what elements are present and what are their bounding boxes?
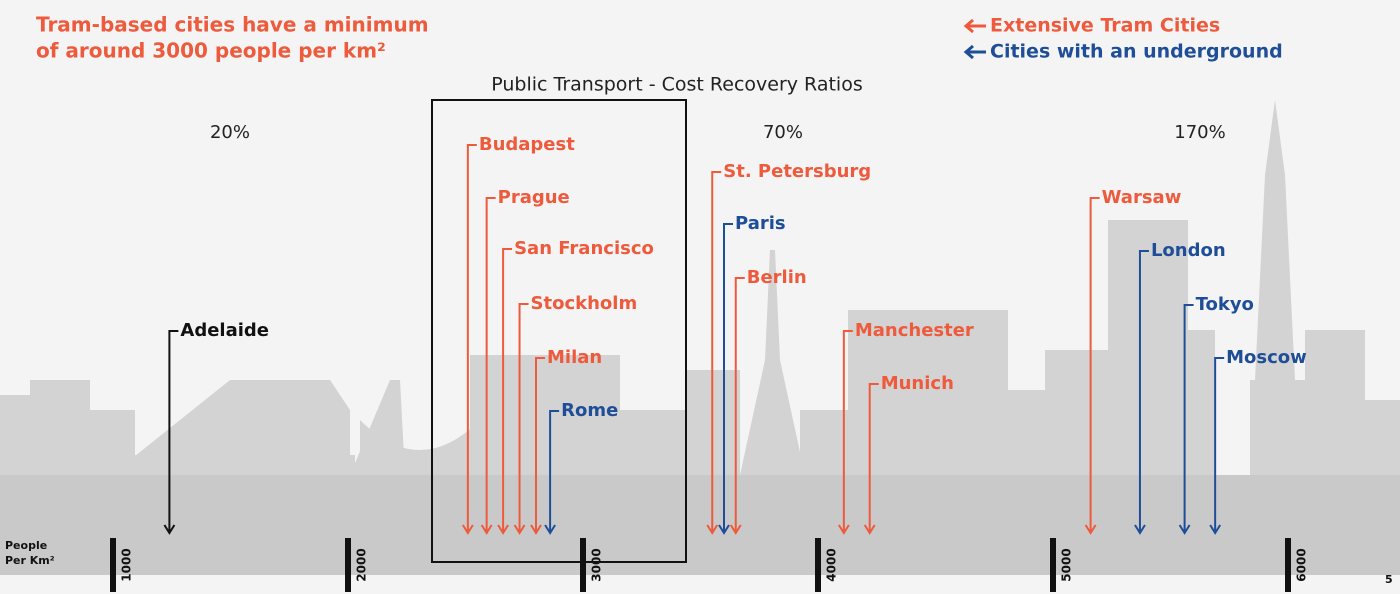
city-label: Adelaide — [180, 320, 269, 341]
city-label: Manchester — [855, 320, 974, 341]
page-number: 5 — [1385, 573, 1393, 586]
x-tick-label: 2000 — [355, 548, 369, 581]
note-line: of around 3000 people per km² — [36, 39, 386, 63]
city-label: Berlin — [747, 267, 807, 288]
city-label: Paris — [735, 213, 786, 234]
x-axis-label: People — [5, 539, 47, 552]
x-tick-label: 6000 — [1295, 548, 1309, 581]
page: Tram-based cities have a minimum of arou… — [0, 0, 1400, 594]
x-tick-label: 5000 — [1060, 548, 1074, 581]
city-label: Warsaw — [1102, 187, 1182, 208]
city-label: Milan — [547, 347, 602, 368]
tick-mark — [110, 538, 116, 592]
x-tick-label: 4000 — [825, 548, 839, 581]
legend-label: Extensive Tram Cities — [990, 15, 1220, 37]
chart-title: Public Transport - Cost Recovery Ratios — [491, 74, 862, 96]
city-label: Moscow — [1226, 347, 1307, 368]
annotation: 20% — [210, 122, 250, 143]
note-line: Tram-based cities have a minimum — [36, 13, 429, 37]
annotation: 70% — [763, 122, 803, 143]
tick-mark — [815, 538, 821, 592]
x-axis-label: Per Km² — [5, 554, 55, 567]
annotation: 170% — [1174, 122, 1225, 143]
tick-mark — [580, 538, 586, 592]
city-label: Tokyo — [1196, 294, 1254, 315]
city-label: Stockholm — [531, 293, 638, 314]
tick-mark — [1050, 538, 1056, 592]
x-tick-label: 3000 — [590, 548, 604, 581]
city-label: St. Petersburg — [723, 161, 871, 182]
city-label: Budapest — [479, 134, 575, 155]
chart: Tram-based cities have a minimum of arou… — [0, 0, 1400, 594]
city-label: Rome — [561, 400, 618, 421]
tick-mark — [1285, 538, 1291, 592]
legend-label: Cities with an underground — [990, 41, 1283, 63]
city-label: London — [1151, 240, 1226, 261]
city-label: San Francisco — [514, 238, 654, 259]
city-label: Prague — [498, 187, 570, 208]
tick-mark — [345, 538, 351, 592]
x-tick-label: 1000 — [120, 548, 134, 581]
city-label: Munich — [881, 373, 954, 394]
